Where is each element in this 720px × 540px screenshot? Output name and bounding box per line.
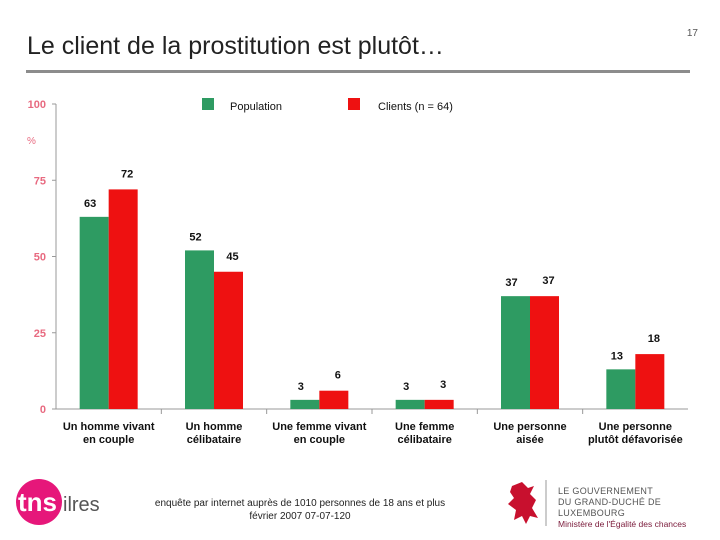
gov-line-1: LE GOUVERNEMENT: [558, 486, 654, 496]
data-label: 45: [226, 251, 238, 263]
bar-population: [290, 399, 320, 409]
bar-clients: [530, 296, 559, 409]
data-label: 72: [121, 168, 133, 180]
category-label: célibataire: [397, 434, 451, 446]
category-label: en couple: [294, 434, 345, 446]
data-label: 52: [189, 231, 201, 243]
y-tick-label: 75: [34, 175, 46, 187]
category-label: Une personne: [599, 421, 672, 433]
bar-clients: [424, 399, 454, 409]
title-divider: [26, 70, 690, 73]
bar-population: [395, 399, 425, 409]
legend-swatch: [348, 98, 360, 110]
category-label: Une personne: [493, 421, 566, 433]
category-label: Un homme vivant: [63, 421, 155, 433]
data-label: 3: [403, 381, 409, 393]
legend-label: Population: [230, 101, 282, 113]
page-number: 17: [686, 28, 698, 39]
bar-population: [185, 250, 214, 409]
data-label: 37: [505, 277, 517, 289]
y-tick-label: 25: [34, 328, 46, 340]
bar-population: [501, 296, 530, 409]
gov-line-2: DU GRAND-DUCHÉ DE LUXEMBOURG: [558, 497, 662, 518]
slide-title: Le client de la prostitution est plutôt…: [27, 32, 444, 60]
bar-population: [79, 216, 109, 409]
y-tick-label: 50: [34, 252, 46, 264]
data-label: 3: [298, 381, 304, 393]
category-label: Une femme: [395, 421, 454, 433]
legend-label: Clients (n = 64): [378, 101, 453, 113]
legend-swatch: [202, 98, 214, 110]
gov-line-3: Ministère de l'Égalité des chances: [558, 519, 687, 529]
category-label: en couple: [83, 434, 134, 446]
data-label: 3: [440, 379, 446, 391]
category-label: plutôt défavorisée: [588, 434, 683, 446]
category-label: célibataire: [187, 434, 241, 446]
category-label: aisée: [516, 434, 544, 446]
category-label: Un homme: [186, 421, 243, 433]
category-label: Une femme vivant: [272, 421, 366, 433]
government-logo: LE GOUVERNEMENT DU GRAND-DUCHÉ DE LUXEMB…: [500, 478, 715, 530]
y-tick-label: 0: [40, 404, 46, 416]
government-text: LE GOUVERNEMENT DU GRAND-DUCHÉ DE LUXEMB…: [558, 486, 715, 530]
lion-emblem-icon: [508, 480, 547, 526]
bar-clients: [319, 390, 349, 409]
y-tick-label: 100: [28, 99, 46, 111]
ilres-logo-text: ilres: [63, 494, 100, 516]
data-label: 37: [542, 275, 554, 287]
tns-logo-text: tns: [18, 487, 57, 517]
data-label: 13: [611, 350, 623, 362]
bar-clients: [108, 189, 138, 409]
data-label: 6: [335, 370, 341, 382]
survey-note: enquête par internet auprès de 1010 pers…: [140, 497, 460, 523]
tns-logo-circle: [16, 479, 62, 525]
y-axis-label: %: [27, 136, 36, 147]
tns-ilres-logo: tns ilres: [16, 479, 100, 525]
bar-clients: [635, 354, 665, 409]
bar-clients: [214, 271, 243, 409]
bar-population: [606, 369, 636, 409]
data-label: 18: [648, 333, 660, 345]
data-label: 63: [84, 198, 96, 210]
survey-note-line-2: février 2007 07-07-120: [249, 511, 351, 522]
survey-note-line-1: enquête par internet auprès de 1010 pers…: [154, 498, 446, 509]
